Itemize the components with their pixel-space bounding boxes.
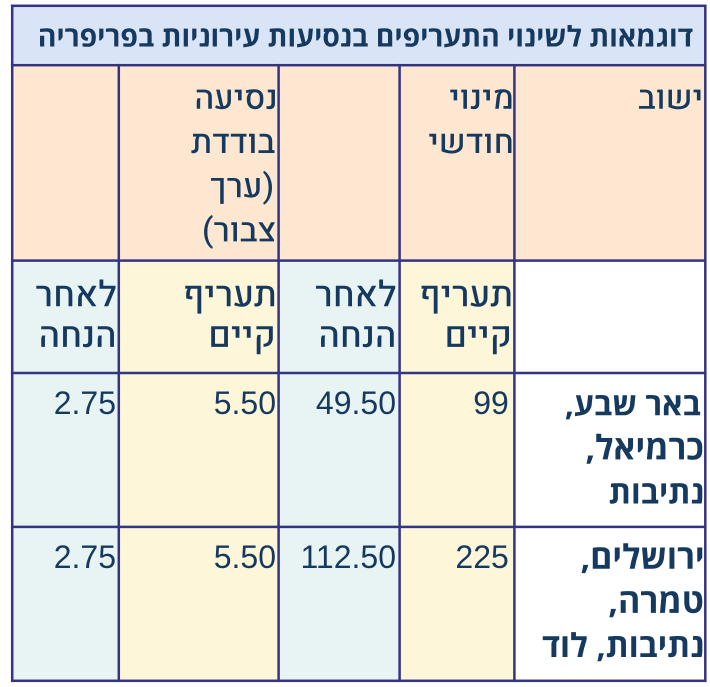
- svg-text:2.75: 2.75: [54, 539, 116, 575]
- svg-text:225: 225: [455, 539, 508, 575]
- svg-text:49.50: 49.50: [316, 385, 396, 421]
- svg-text:5.50: 5.50: [214, 385, 276, 421]
- svg-text:99: 99: [473, 385, 509, 421]
- svg-text:112.50: 112.50: [301, 539, 397, 575]
- svg-text:5.50: 5.50: [214, 539, 276, 575]
- svg-text:2.75: 2.75: [54, 385, 116, 421]
